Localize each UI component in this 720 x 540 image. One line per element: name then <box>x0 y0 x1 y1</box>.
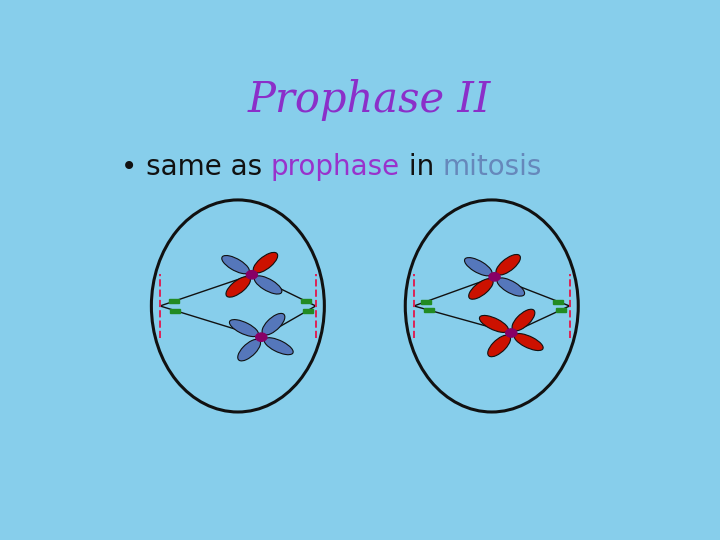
Text: mitosis: mitosis <box>443 153 542 181</box>
Ellipse shape <box>487 335 510 357</box>
Ellipse shape <box>405 200 578 412</box>
Text: Prophase II: Prophase II <box>247 79 491 122</box>
Bar <box>421 300 431 303</box>
Ellipse shape <box>238 339 261 361</box>
Circle shape <box>256 333 267 341</box>
Ellipse shape <box>464 258 492 276</box>
Circle shape <box>489 273 500 281</box>
Ellipse shape <box>469 279 493 299</box>
Ellipse shape <box>151 200 324 412</box>
Ellipse shape <box>480 315 508 333</box>
Bar <box>554 300 563 303</box>
Ellipse shape <box>222 255 249 274</box>
Bar <box>423 308 433 312</box>
Ellipse shape <box>496 254 521 275</box>
Text: • same as: • same as <box>121 153 271 181</box>
Ellipse shape <box>512 309 535 331</box>
Text: prophase: prophase <box>271 153 400 181</box>
Ellipse shape <box>253 252 278 273</box>
Ellipse shape <box>262 313 285 335</box>
Bar <box>168 299 179 303</box>
Ellipse shape <box>264 338 293 355</box>
Ellipse shape <box>514 334 543 350</box>
Ellipse shape <box>230 320 258 336</box>
Circle shape <box>246 271 258 279</box>
Bar <box>301 299 311 303</box>
Ellipse shape <box>497 278 525 296</box>
Ellipse shape <box>254 276 282 294</box>
Bar <box>556 308 566 312</box>
Bar <box>302 308 312 313</box>
Ellipse shape <box>226 276 251 297</box>
Bar <box>170 308 180 313</box>
Text: in: in <box>400 153 443 181</box>
Circle shape <box>505 329 517 337</box>
